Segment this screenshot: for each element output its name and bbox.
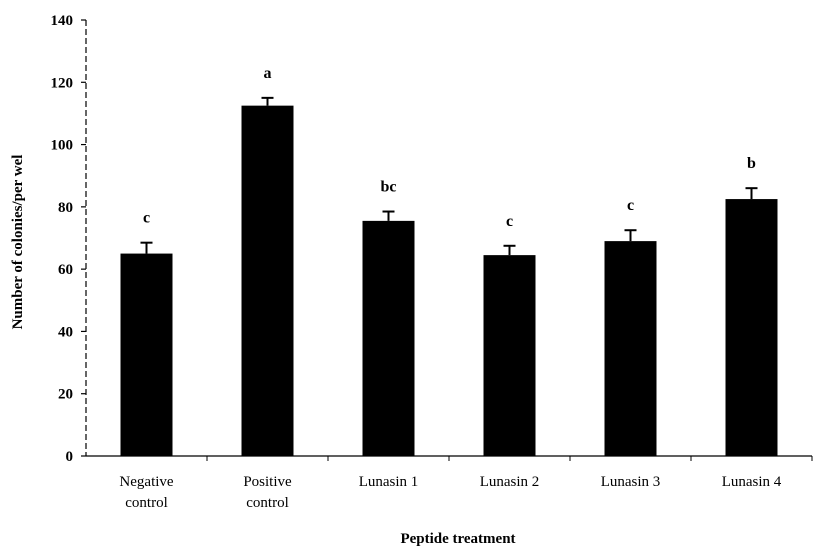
y-tick-label: 80 <box>58 200 73 216</box>
significance-label: c <box>506 213 513 230</box>
significance-label: a <box>264 65 272 82</box>
x-tick-label: Lunasin 2 <box>480 474 540 490</box>
x-tick-label: Lunasin 4 <box>722 474 782 490</box>
y-tick-label: 120 <box>51 75 74 91</box>
bar-6 <box>725 199 778 457</box>
y-tick-label: 40 <box>58 324 73 340</box>
y-tick-label: 60 <box>58 262 73 278</box>
x-tick-label: Negative <box>119 474 173 490</box>
x-tick-label: control <box>125 495 168 511</box>
bars: c a bc c c b <box>120 65 778 457</box>
y-tick-label: 20 <box>58 387 73 403</box>
significance-label: c <box>627 197 634 214</box>
y-tick-label: 100 <box>51 138 74 154</box>
bar-5 <box>604 241 657 456</box>
bar-1 <box>120 253 173 456</box>
x-tick-labels: Negative control Positive control Lunasin 1 L… <box>119 456 813 511</box>
significance-label: c <box>143 210 150 227</box>
x-tick-label: Lunasin 1 <box>359 474 419 490</box>
bar-3 <box>362 220 415 456</box>
significance-label: bc <box>381 179 397 196</box>
x-tick-label: Positive <box>243 474 292 490</box>
x-tick-label: control <box>246 495 289 511</box>
x-tick-label: Lunasin 3 <box>601 474 661 490</box>
y-axis-title: Number of colonies/per wel <box>10 155 26 330</box>
bar-4 <box>483 255 536 456</box>
x-axis-title: Peptide treatment <box>400 531 515 547</box>
bar-2 <box>241 105 294 457</box>
y-ticks: 0 20 40 60 80 100 120 140 <box>51 13 86 465</box>
y-tick-label: 0 <box>66 449 74 465</box>
y-axis: 0 20 40 60 80 100 120 140 <box>51 13 87 465</box>
significance-label: b <box>747 155 756 172</box>
y-tick-label: 140 <box>51 13 74 29</box>
